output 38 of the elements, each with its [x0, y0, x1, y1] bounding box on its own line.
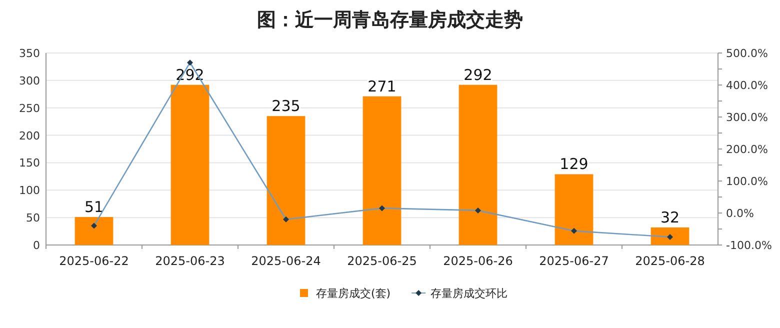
- y-tick-label: 0: [33, 239, 40, 252]
- y-tick-label: 150: [19, 156, 40, 170]
- y-tick-label: 250: [19, 102, 40, 115]
- data-label: 235: [272, 97, 300, 116]
- y-tick-label: 200: [19, 129, 40, 142]
- x-tick-label: 2025-06-24: [251, 254, 321, 268]
- data-label: 129: [560, 155, 588, 174]
- y-tick-label: 300: [19, 74, 40, 88]
- x-tick-label: 2025-06-28: [635, 254, 705, 268]
- x-tick-label: 2025-06-22: [59, 254, 129, 268]
- y2-tick-label: -100.0%: [726, 239, 772, 252]
- legend-label: 存量房成交(套): [316, 287, 391, 300]
- legend-label: 存量房成交环比: [430, 287, 508, 300]
- bar: [74, 217, 114, 245]
- bar: [170, 84, 210, 245]
- bar: [554, 174, 594, 245]
- y2-tick-label: 0.0%: [726, 207, 754, 220]
- bar: [362, 96, 402, 245]
- chart-title: 图：近一周青岛存量房成交走势: [257, 9, 523, 31]
- data-label: 292: [464, 66, 492, 84]
- data-label: 51: [84, 198, 104, 216]
- y2-tick-label: 300.0%: [726, 111, 768, 124]
- y2-tick-label: 200.0%: [726, 143, 768, 156]
- x-tick-label: 2025-06-26: [443, 254, 513, 268]
- data-label: 271: [368, 77, 396, 96]
- x-tick-label: 2025-06-25: [347, 254, 417, 268]
- data-label: 32: [660, 208, 680, 226]
- bar: [650, 227, 690, 245]
- bar: [266, 116, 306, 245]
- bar: [458, 84, 498, 245]
- y-tick-label: 50: [26, 212, 40, 225]
- y2-tick-label: 400.0%: [726, 79, 768, 92]
- y2-tick-label: 100.0%: [726, 175, 768, 188]
- x-tick-label: 2025-06-23: [155, 254, 225, 268]
- y-tick-label: 350: [19, 47, 40, 60]
- x-tick-label: 2025-06-27: [539, 254, 609, 268]
- y-tick-label: 100: [19, 184, 40, 198]
- y2-tick-label: 500.0%: [726, 47, 768, 60]
